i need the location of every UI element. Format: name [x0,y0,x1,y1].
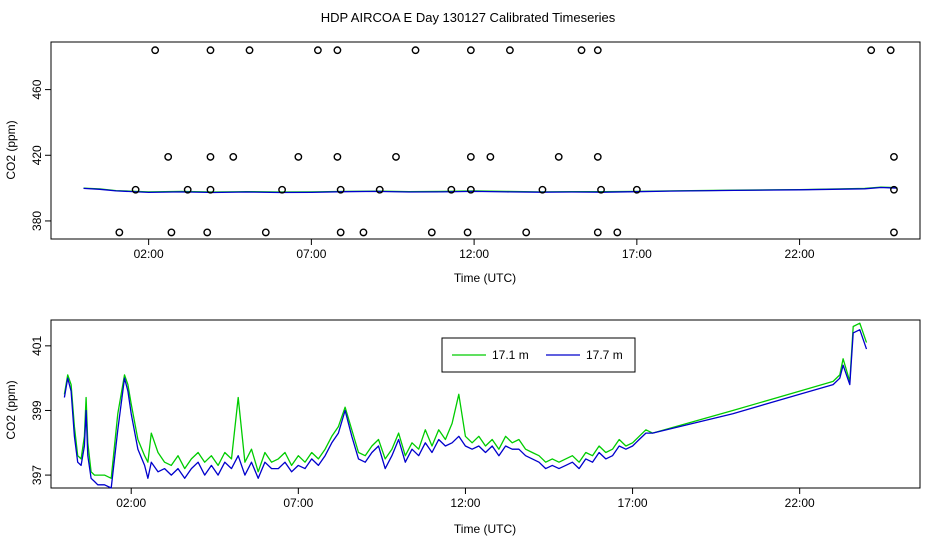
top-axis-ticks: 02:00 07:00 12:00 17:00 22:00 380 420 460 [30,79,815,261]
bottom-x-tick-label: 12:00 [450,496,480,510]
top-scatter-point [466,153,475,161]
top-scatter-point [632,185,641,194]
top-scatter-point [167,228,176,237]
bottom-x-tick-label: 02:00 [116,496,146,510]
bottom-plot-frame [50,319,921,489]
top-scatter-point [554,153,563,161]
top-panel: 02:00 07:00 12:00 17:00 22:00 380 420 460 Time … [4,41,921,285]
top-scatter-point [278,185,286,194]
top-scatter-point [151,46,160,55]
bottom-x-tick-label: 22:00 [785,496,815,510]
top-scatter-point [294,153,303,161]
bottom-axis-ticks: 02:00 07:00 12:00 17:00 22:00 397 399 401 [30,336,815,510]
top-x-tick-label: 17:00 [622,247,652,261]
top-scatter-point [890,185,898,194]
top-scatter-point [593,153,602,161]
top-scatter-point [890,228,898,237]
top-scatter-point [867,46,876,55]
top-series-line [83,186,898,194]
top-scatter-point [447,185,456,194]
top-x-tick-label: 22:00 [785,247,815,261]
top-plot-frame [50,41,921,240]
top-scatter-point [538,185,547,194]
top-scatter-point [115,228,124,237]
top-scatter-point [183,185,192,194]
top-scatter-point [486,153,495,161]
legend: 17.1 m 17.7 m [441,337,636,373]
top-scatter-point [164,153,173,161]
top-scatter-point [333,153,342,161]
top-y-tick-label: 420 [30,145,44,165]
top-scatter-point [229,153,238,161]
top-scatter-point [336,228,345,237]
top-scatter-point [313,46,322,55]
top-scatter-point [375,185,384,194]
top-scatter-point [890,153,898,161]
top-scatter-point [463,228,472,237]
top-scatter-point [506,46,514,55]
top-scatter-point [593,46,602,55]
top-scatter-point [411,46,420,55]
top-scatter-point [333,46,342,55]
top-scatter-point [245,46,254,55]
top-scatter-point [597,185,605,194]
bottom-series-line [63,322,868,479]
top-y-tick-label: 380 [30,211,44,231]
top-scatter-point [206,46,215,55]
top-scatter-point [206,153,215,161]
top-scatter-point [261,228,270,237]
bottom-panel: 02:00 07:00 12:00 17:00 22:00 397 399 401 Time … [4,319,921,536]
top-series-lines [83,186,898,194]
page-title: HDP AIRCOA E Day 130127 Calibrated Times… [320,10,616,25]
top-scatter-points [115,46,898,237]
legend-label-17-1m: 17.1 m [492,348,529,362]
top-scatter-point [593,228,602,237]
bottom-series-lines [63,322,868,489]
top-scatter-point [131,185,140,194]
top-x-axis-label: Time (UTC) [454,271,516,285]
top-scatter-point [886,46,895,55]
top-scatter-point [203,228,212,237]
top-scatter-point [577,46,586,55]
bottom-y-tick-label: 399 [30,400,44,420]
top-scatter-point [522,228,531,237]
bottom-x-axis-label: Time (UTC) [454,522,516,536]
top-x-tick-label: 02:00 [134,247,164,261]
bottom-x-tick-label: 07:00 [283,496,313,510]
top-x-tick-label: 07:00 [296,247,326,261]
bottom-x-tick-label: 17:00 [618,496,648,510]
top-scatter-point [392,153,400,161]
top-x-tick-label: 12:00 [459,247,489,261]
bottom-y-tick-label: 397 [30,465,44,485]
bottom-series-line [63,329,868,489]
top-scatter-point [206,185,215,194]
top-y-tick-label: 460 [30,79,44,99]
legend-label-17-7m: 17.7 m [586,348,623,362]
top-scatter-point [427,228,436,237]
bottom-y-tick-label: 401 [30,336,44,356]
top-scatter-point [613,228,622,237]
top-scatter-point [336,185,345,194]
top-scatter-point [359,228,368,237]
bottom-y-axis-label: CO2 (ppm) [4,380,18,439]
top-y-axis-label: CO2 (ppm) [4,120,18,179]
top-scatter-point [466,46,475,55]
top-scatter-point [466,185,475,194]
